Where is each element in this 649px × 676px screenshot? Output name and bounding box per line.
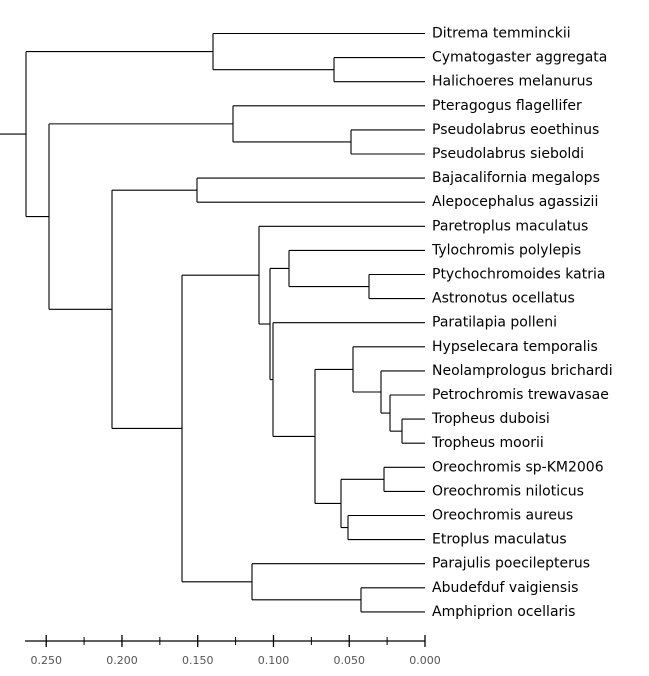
axis-tick-label: 0.100 xyxy=(258,654,290,667)
leaf-label: Tropheus moorii xyxy=(431,435,544,451)
axis-tick-label: 0.200 xyxy=(106,654,138,667)
leaf-label: Tylochromis polylepis xyxy=(431,242,581,258)
leaf-label: Oreochromis aureus xyxy=(432,508,573,524)
tree-branches xyxy=(0,32,425,613)
leaf-label: Oreochromis sp-KM2006 xyxy=(432,459,604,475)
leaf-label: Halichoeres melanurus xyxy=(432,74,593,90)
axis-tick-label: 0.150 xyxy=(182,654,214,667)
leaf-label: Ptychochromoides katria xyxy=(432,267,605,283)
leaf-label: Cymatogaster aggregata xyxy=(432,50,607,66)
leaf-label: Bajacalifornia megalops xyxy=(432,170,600,186)
leaf-label: Petrochromis trewavasae xyxy=(432,387,609,403)
axis-ticks: 0.250 0.200 0.150 0.100 0.050 0.000 xyxy=(30,635,441,667)
leaf-label: Paratilapia polleni xyxy=(432,315,557,331)
leaf-label: Tropheus duboisi xyxy=(431,411,550,427)
leaf-label: Neolamprologus brichardi xyxy=(432,363,613,379)
leaf-label: Pseudolabrus sieboldi xyxy=(432,146,584,162)
axis-tick-label: 0.050 xyxy=(333,654,365,667)
leaf-label: Oreochromis niloticus xyxy=(432,483,584,499)
leaf-label: Paretroplus maculatus xyxy=(432,218,588,234)
leaf-labels: Ditrema temminckii Cymatogaster aggregata… xyxy=(431,26,613,620)
leaf-label: Amphiprion ocellaris xyxy=(432,604,575,620)
leaf-label: Ditrema temminckii xyxy=(432,26,571,42)
leaf-label: Alepocephalus agassizii xyxy=(432,194,598,210)
leaf-label: Parajulis poecilepterus xyxy=(432,556,590,572)
distance-axis: 0.250 0.200 0.150 0.100 0.050 0.000 xyxy=(25,635,441,667)
axis-tick-label: 0.250 xyxy=(30,654,62,667)
leaf-label: Abudefduf vaigiensis xyxy=(432,580,578,596)
leaf-label: Astronotus ocellatus xyxy=(432,291,575,307)
leaf-label: Pseudolabrus eoethinus xyxy=(432,122,599,138)
leaf-label: Hypselecara temporalis xyxy=(432,339,598,355)
leaf-label: Pteragogus flagellifer xyxy=(432,98,582,114)
leaf-label: Etroplus maculatus xyxy=(432,532,567,548)
axis-tick-label: 0.000 xyxy=(409,654,441,667)
